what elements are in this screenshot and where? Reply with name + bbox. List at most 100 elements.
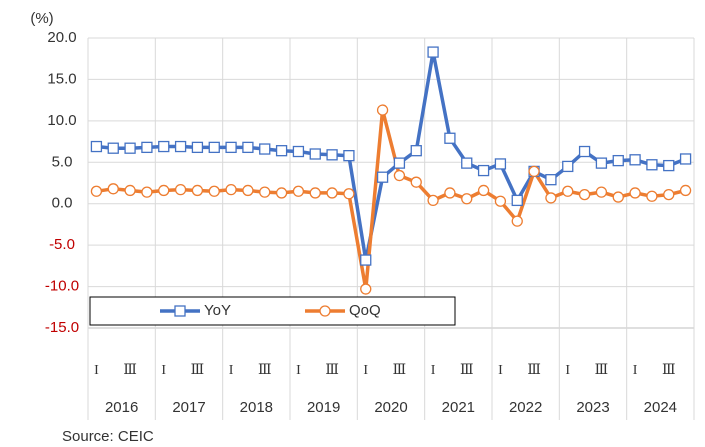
marker — [629, 154, 641, 166]
marker — [326, 187, 338, 199]
x-tick-label: Ⅲ — [460, 363, 474, 378]
marker — [612, 154, 624, 167]
marker — [259, 143, 271, 155]
marker — [309, 187, 321, 199]
marker — [511, 215, 523, 227]
x-tick-label: Ⅲ — [191, 363, 205, 378]
marker — [360, 283, 372, 295]
year-label: 2022 — [509, 399, 542, 416]
y-axis-label: (%) — [30, 10, 53, 27]
marker — [343, 188, 355, 200]
marker — [545, 174, 557, 186]
marker — [679, 184, 692, 197]
marker — [461, 157, 473, 169]
y-tick-label: -5.0 — [49, 236, 75, 253]
marker — [275, 187, 288, 199]
marker — [679, 153, 692, 165]
x-tick-label: Ⅲ — [123, 363, 137, 378]
marker — [612, 191, 624, 203]
series-line — [96, 108, 687, 291]
marker — [360, 254, 372, 266]
marker — [191, 141, 204, 154]
marker — [427, 46, 439, 58]
x-tick-label: I — [161, 363, 166, 378]
marker — [141, 186, 153, 198]
marker — [158, 140, 170, 153]
legend-label: QoQ — [349, 302, 381, 319]
marker — [595, 157, 608, 169]
marker — [427, 194, 439, 207]
marker — [663, 159, 675, 172]
marker — [90, 140, 103, 153]
marker — [275, 145, 288, 157]
x-tick-label: I — [431, 363, 436, 378]
x-tick-label: Ⅲ — [393, 363, 407, 378]
marker — [107, 183, 119, 195]
marker — [562, 160, 574, 173]
x-tick-label: I — [296, 363, 301, 378]
x-tick-label: I — [565, 363, 570, 378]
year-label: 2021 — [442, 399, 475, 416]
marker — [158, 184, 170, 197]
marker — [578, 145, 591, 158]
marker — [174, 305, 186, 317]
x-tick-label: Ⅲ — [527, 363, 541, 378]
year-label: 2020 — [374, 399, 407, 416]
marker — [292, 145, 305, 158]
x-tick-label: Ⅲ — [258, 363, 272, 378]
year-label: 2017 — [172, 399, 205, 416]
marker — [477, 164, 490, 177]
marker — [208, 185, 220, 197]
marker — [444, 132, 456, 144]
marker — [595, 186, 608, 198]
marker — [242, 141, 254, 154]
marker — [292, 185, 305, 197]
y-tick-label: 10.0 — [47, 112, 76, 129]
y-tick-label: 20.0 — [47, 29, 76, 46]
marker — [410, 176, 422, 188]
marker — [141, 141, 153, 154]
marker — [124, 142, 136, 154]
marker — [410, 145, 422, 157]
y-tick-label: 5.0 — [52, 153, 73, 170]
marker — [376, 104, 389, 116]
x-tick-label: Ⅲ — [325, 363, 339, 378]
marker — [562, 185, 574, 197]
x-tick-label: Ⅲ — [662, 363, 676, 378]
marker — [511, 194, 523, 207]
marker — [444, 187, 456, 199]
marker — [646, 159, 658, 171]
year-label: 2018 — [240, 399, 273, 416]
marker — [376, 171, 389, 183]
marker — [90, 185, 103, 197]
year-label: 2016 — [105, 399, 138, 416]
marker — [319, 305, 331, 317]
marker — [663, 188, 675, 201]
x-tick-label: I — [498, 363, 503, 378]
y-tick-label: -10.0 — [45, 278, 79, 295]
marker — [343, 150, 355, 162]
marker — [393, 169, 406, 182]
marker — [309, 148, 321, 160]
x-tick-label: I — [229, 363, 234, 378]
marker — [545, 192, 557, 204]
marker — [494, 158, 507, 170]
y-tick-label: 15.0 — [47, 70, 76, 87]
x-tick-label: Ⅲ — [595, 363, 609, 378]
marker — [578, 188, 591, 201]
marker — [528, 165, 540, 178]
x-tick-label: I — [94, 363, 99, 378]
marker — [477, 184, 490, 197]
marker — [393, 157, 406, 169]
year-label: 2024 — [644, 399, 677, 416]
marker — [225, 183, 237, 196]
year-label: 2023 — [576, 399, 609, 416]
marker — [461, 193, 473, 205]
marker — [326, 149, 338, 161]
source: Source: CEIC — [62, 428, 154, 445]
marker — [174, 140, 187, 153]
series-line — [96, 50, 687, 262]
marker — [174, 183, 187, 196]
marker — [646, 190, 658, 202]
